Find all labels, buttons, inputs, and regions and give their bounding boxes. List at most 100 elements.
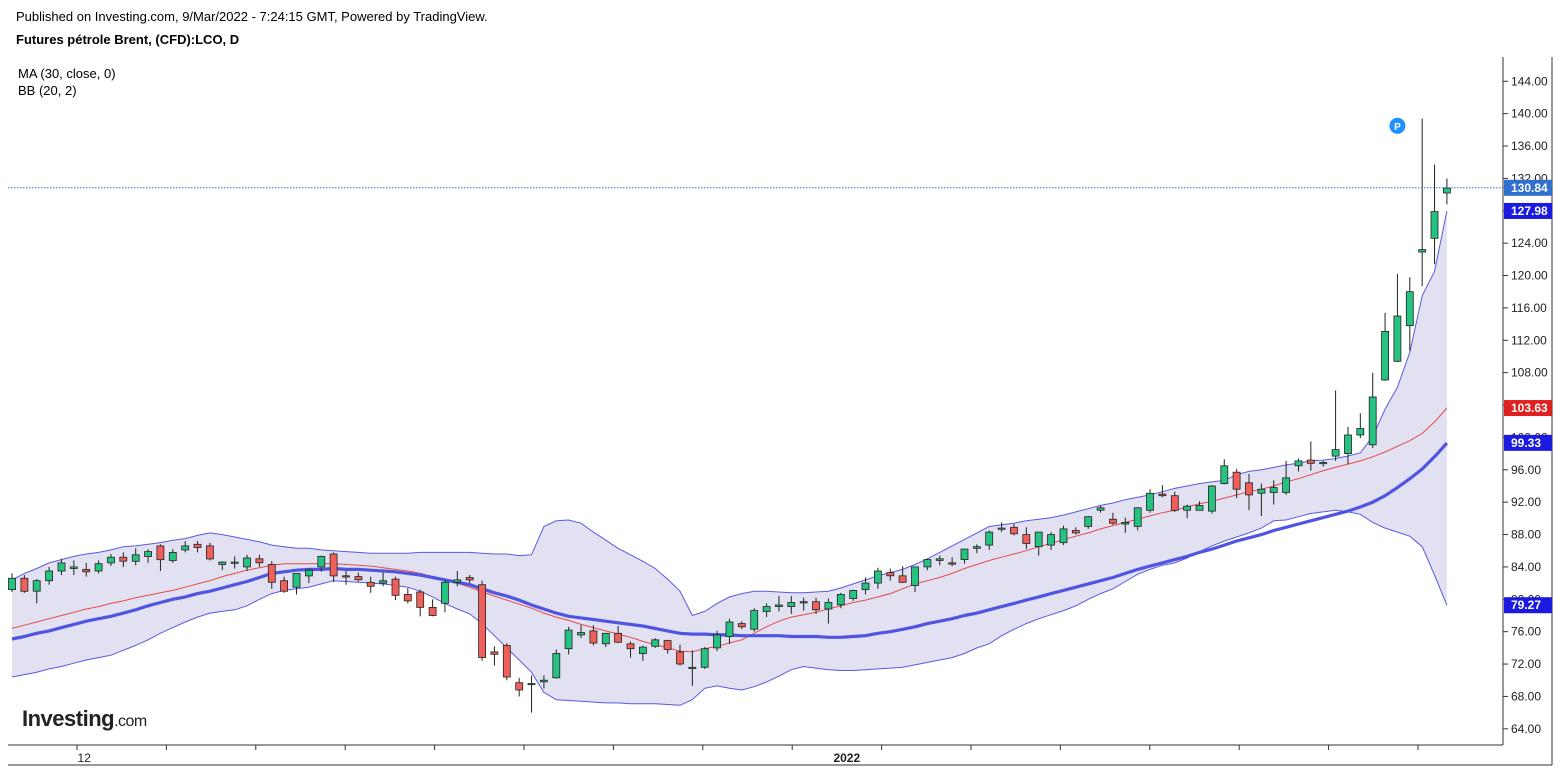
candle-body	[1356, 428, 1365, 436]
candle	[688, 650, 697, 686]
price-label-last: 130.84	[1511, 181, 1548, 195]
candle-body	[1170, 495, 1179, 511]
candle-body	[948, 562, 956, 565]
candle-body	[379, 580, 388, 584]
candle	[1146, 489, 1154, 513]
candle	[1084, 515, 1093, 529]
x-tick-label: 12	[78, 751, 92, 765]
candle-body	[1418, 249, 1427, 253]
candle-body	[973, 546, 981, 549]
price-label-bb_mid: 103.63	[1511, 401, 1548, 415]
candle	[515, 677, 524, 697]
price-label-box	[1504, 202, 1552, 219]
candle-body	[737, 623, 746, 628]
bb-lower-line	[11, 509, 1448, 706]
candle	[205, 542, 214, 561]
candle	[1034, 531, 1043, 556]
candle-body	[663, 640, 672, 650]
candle-body	[639, 646, 647, 654]
candle-body	[985, 531, 994, 546]
candle	[614, 626, 622, 644]
candle	[663, 639, 672, 654]
annotation-label: P	[1394, 122, 1401, 133]
price-label-box	[1504, 434, 1552, 451]
published-note: Published on Investing.com, 9/Mar/2022 -…	[16, 9, 488, 24]
candle	[32, 579, 41, 604]
candle	[317, 555, 326, 572]
candle	[1220, 459, 1229, 485]
candle	[1109, 512, 1117, 525]
candle	[45, 566, 53, 585]
indicator-ma-label[interactable]: MA (30, close, 0)	[18, 66, 116, 81]
candle	[700, 647, 709, 669]
candle-body	[836, 594, 845, 606]
candle-body	[750, 610, 759, 630]
y-tick-label: 140.00	[1511, 107, 1548, 121]
candle-body	[267, 564, 276, 583]
candle-body	[824, 602, 833, 610]
candle-body	[1368, 396, 1377, 446]
candle	[973, 544, 981, 554]
candle	[490, 646, 499, 666]
candle-body	[762, 606, 771, 612]
candle	[1405, 277, 1414, 351]
y-tick-label: 88.00	[1511, 528, 1541, 542]
candle	[1183, 504, 1191, 519]
price-label-box	[1504, 400, 1552, 417]
candle-body	[193, 543, 202, 548]
candle-body	[32, 580, 41, 592]
candle-body	[490, 651, 499, 655]
candle	[243, 554, 251, 571]
candle	[1344, 426, 1352, 465]
candle	[750, 608, 759, 632]
candle-body	[626, 643, 635, 650]
candle	[280, 576, 289, 593]
candle	[1269, 480, 1278, 505]
candle-body	[304, 569, 313, 577]
candle-body	[440, 581, 449, 604]
price-label-bb_lower: 79.27	[1511, 598, 1541, 612]
candle-body	[1220, 465, 1229, 484]
candle	[861, 577, 870, 595]
bb-upper-line	[11, 210, 1448, 617]
candle-body	[205, 545, 214, 560]
candle	[1368, 372, 1377, 448]
y-tick-label: 112.00	[1511, 333, 1547, 347]
candle	[676, 644, 684, 666]
candle	[453, 570, 462, 587]
candle-body	[1331, 449, 1340, 457]
candle	[601, 632, 610, 648]
candle-body	[589, 630, 598, 644]
candle-body	[725, 621, 734, 638]
indicator-bb-label[interactable]: BB (20, 2)	[18, 83, 77, 98]
candle-body	[601, 632, 610, 645]
candle-body	[1319, 462, 1328, 465]
candle-body	[1047, 534, 1055, 546]
candle-body	[787, 602, 796, 607]
candle	[168, 549, 177, 563]
candle-body	[354, 576, 363, 581]
candle	[1443, 178, 1451, 205]
candle-body	[82, 569, 91, 573]
candle-body	[107, 556, 115, 564]
candle-body	[540, 679, 548, 683]
candle	[762, 603, 771, 618]
symbol-title: Futures pétrole Brent, (CFD):LCO, D	[16, 32, 240, 47]
candle	[1010, 524, 1018, 536]
candle	[230, 556, 239, 569]
candle	[1418, 118, 1427, 287]
candle	[1170, 491, 1179, 512]
candle	[836, 592, 845, 609]
y-tick-label: 108.00	[1511, 366, 1548, 380]
candle-body	[366, 581, 375, 587]
candle	[713, 630, 721, 652]
candle	[342, 570, 350, 585]
candle-body	[1183, 505, 1191, 511]
candle-body	[131, 554, 140, 562]
candle-body	[898, 575, 907, 583]
candle	[1319, 460, 1328, 467]
candle	[886, 568, 895, 581]
candle-body	[1121, 522, 1130, 525]
candle	[465, 575, 474, 584]
